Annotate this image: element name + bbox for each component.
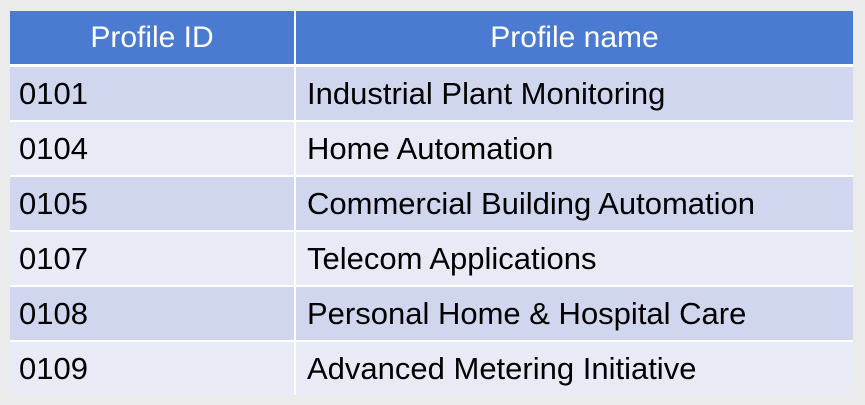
table-row: 0105 Commercial Building Automation — [10, 176, 853, 232]
table-header: Profile ID Profile name — [10, 11, 853, 67]
profile-name-cell: Industrial Plant Monitoring — [295, 65, 853, 122]
profile-id-cell: 0108 — [10, 286, 296, 342]
table-row: 0109 Advanced Metering Initiative — [10, 341, 853, 395]
table-body: 0101 Industrial Plant Monitoring 0104 Ho… — [10, 65, 853, 395]
profile-name-cell: Telecom Applications — [295, 231, 853, 287]
profile-id-cell: 0104 — [10, 121, 296, 177]
profile-name-cell: Home Automation — [295, 121, 853, 177]
profile-name-cell: Commercial Building Automation — [295, 176, 853, 232]
profile-table: Profile ID Profile name 0101 Industrial … — [10, 11, 853, 395]
profile-id-cell: 0101 — [10, 65, 296, 122]
table-row: 0101 Industrial Plant Monitoring — [10, 65, 853, 122]
table-row: 0104 Home Automation — [10, 121, 853, 177]
profile-name-cell: Advanced Metering Initiative — [295, 341, 853, 395]
header-profile-name: Profile name — [295, 11, 853, 67]
header-row: Profile ID Profile name — [10, 11, 853, 67]
profile-id-cell: 0105 — [10, 176, 296, 232]
profile-id-cell: 0107 — [10, 231, 296, 287]
profile-name-cell: Personal Home & Hospital Care — [295, 286, 853, 342]
table-row: 0108 Personal Home & Hospital Care — [10, 286, 853, 342]
header-profile-id: Profile ID — [10, 11, 296, 67]
profile-id-cell: 0109 — [10, 341, 296, 395]
table-row: 0107 Telecom Applications — [10, 231, 853, 287]
profile-table-container: Profile ID Profile name 0101 Industrial … — [10, 11, 853, 395]
